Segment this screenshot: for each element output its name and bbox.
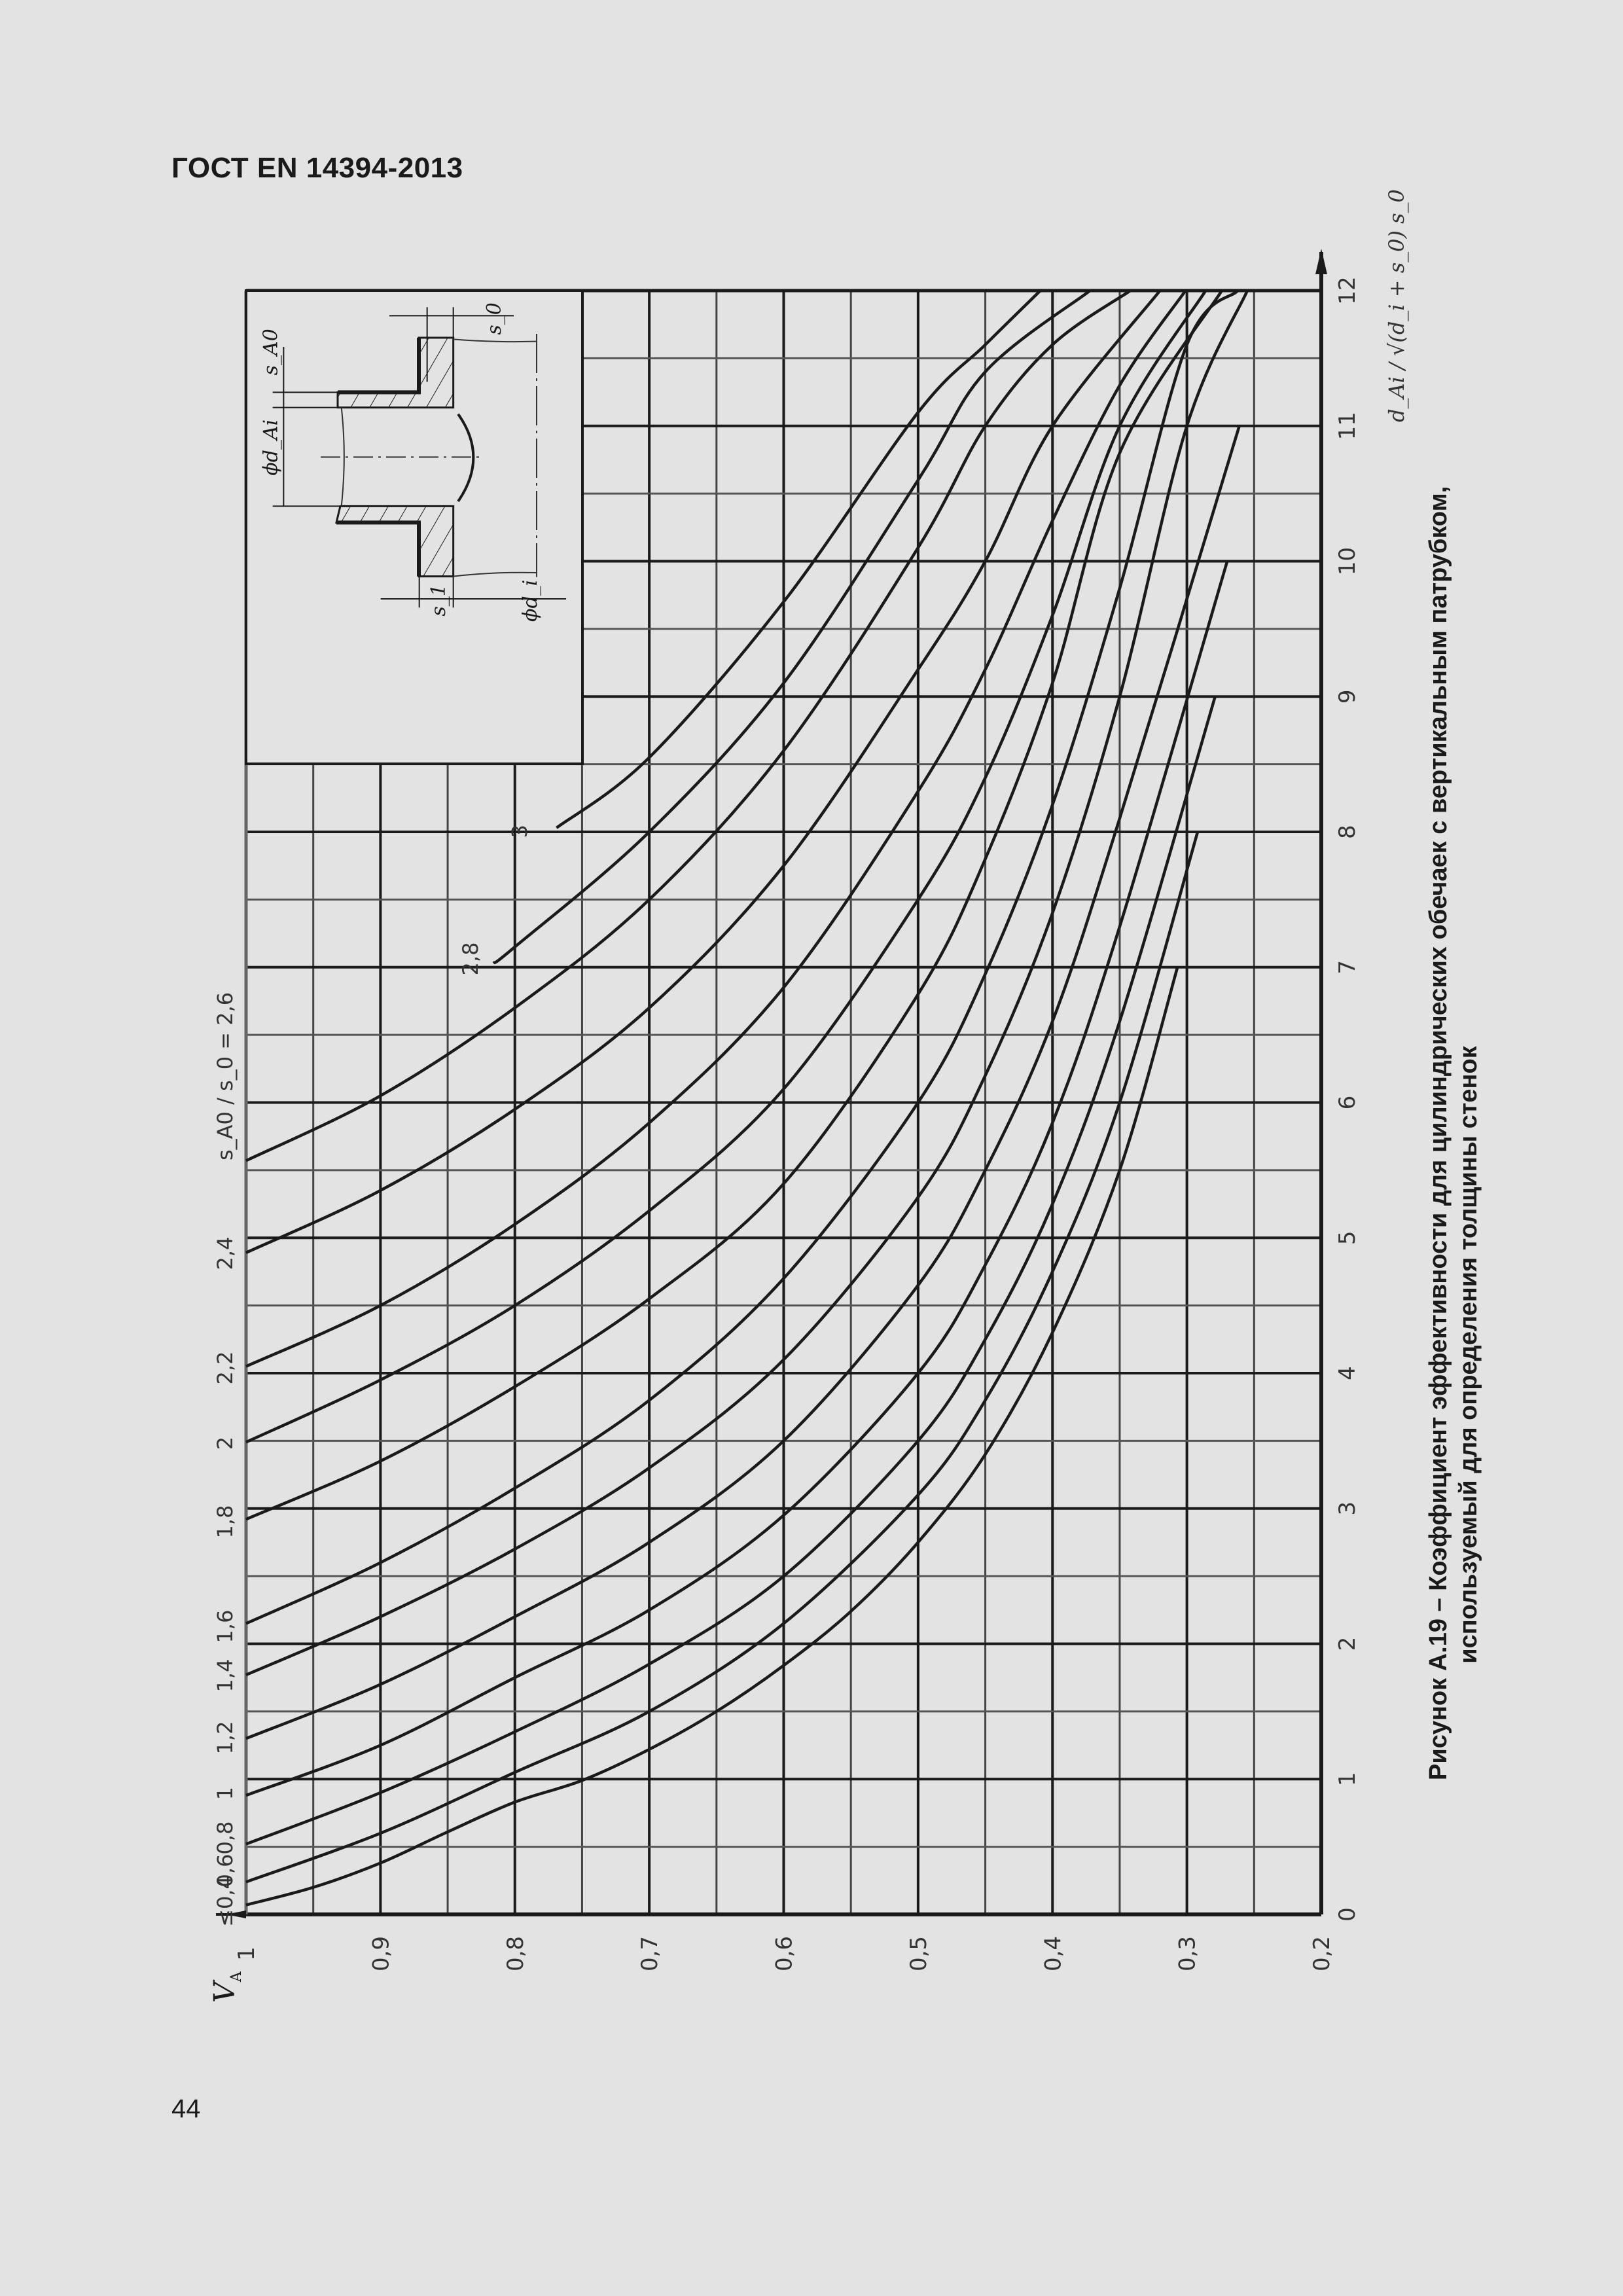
curve-label: 1,8 <box>213 1505 238 1539</box>
inset-label-dai: ϕd_Ai <box>259 420 282 476</box>
ratio-tick-label: 4 <box>1334 1366 1361 1380</box>
ratio-tick-label: 9 <box>1334 689 1361 704</box>
page-number: 44 <box>171 2094 201 2123</box>
ratio-tick-label: 0 <box>1334 1907 1361 1922</box>
curve-label: 0,6 <box>213 1854 238 1888</box>
curve-0 <box>245 967 1179 1907</box>
curve-8 <box>245 289 1207 1444</box>
y-axis-label: VA <box>208 1971 245 2003</box>
inset-label-s1: s_1 <box>427 584 450 616</box>
inset-frame <box>245 289 584 765</box>
curve-label: 1 <box>213 1787 238 1800</box>
v-tick-label: 0,7 <box>637 1936 663 1971</box>
curve-9 <box>245 289 1187 1368</box>
ratio-tick-label: 6 <box>1334 1096 1361 1110</box>
ratio-tick-label: 5 <box>1334 1230 1361 1245</box>
curve-1 <box>245 831 1200 1884</box>
v-tick-label: 0,3 <box>1175 1936 1201 1971</box>
ratio-tick-label: 2 <box>1334 1637 1361 1651</box>
curve-11 <box>245 289 1132 1162</box>
v-tick-label: 0,4 <box>1040 1936 1066 1971</box>
v-tick-label: 0,6 <box>772 1936 798 1971</box>
curve-label: 2,2 <box>213 1352 238 1385</box>
curve-label: ≤0,4 <box>213 1876 238 1927</box>
curve-label: 1,6 <box>213 1610 238 1643</box>
caption-line-2: используемый для определения толщины сте… <box>1455 1046 1482 1664</box>
curve-10 <box>245 289 1162 1255</box>
curve-4 <box>245 425 1241 1740</box>
ratio-tick-label: 8 <box>1334 825 1361 839</box>
curve-label-param: s_A0 / s_0 = 2,6 <box>213 992 238 1160</box>
curve-13 <box>556 289 1042 829</box>
ratio-tick-label: 12 <box>1334 276 1361 304</box>
v-tick-label: 0,5 <box>906 1936 932 1971</box>
v-tick-label: 0,9 <box>368 1936 394 1971</box>
document-header: ГОСТ EN 14394-2013 <box>171 152 463 184</box>
curve-label: 2,4 <box>213 1237 238 1270</box>
v-tick-label: 1 <box>234 1946 260 1961</box>
curve-2 <box>245 696 1217 1846</box>
v-tick-label: 0,2 <box>1309 1936 1335 1971</box>
inset-label-di: ϕd_i <box>519 580 542 622</box>
curve-label: 1,2 <box>213 1721 238 1755</box>
nozzle-inset-diagram: s_0 s_A0 ϕd_Ai s_1 ϕd_i <box>245 289 584 765</box>
curve-label: 2 <box>213 1437 238 1450</box>
ratio-tick-label: 7 <box>1334 960 1361 975</box>
curve-12 <box>492 289 1092 965</box>
ratio-tick-label: 3 <box>1334 1501 1361 1516</box>
chart-curves <box>245 289 1249 1907</box>
curve-7 <box>245 289 1223 1521</box>
curve-3 <box>245 560 1229 1797</box>
curve-label: 1,4 <box>213 1659 238 1693</box>
curve-label: 0,8 <box>213 1821 238 1855</box>
v-tick-label: 0,8 <box>503 1936 529 1971</box>
figure-caption: Рисунок А.19 – Коэффициент эффективности… <box>1423 486 1484 1780</box>
caption-line-1: Рисунок А.19 – Коэффициент эффективности… <box>1425 486 1452 1780</box>
chart-ticks: 1 0,9 0,8 0,7 0,6 0,5 0,4 0,3 0,2012345678910111… <box>213 276 1361 1971</box>
curve-label-3: 3 <box>507 825 532 838</box>
axis-arrow-icon <box>226 1910 246 1918</box>
axis-arrow-icon <box>1315 249 1327 274</box>
inset-label-sa0: s_A0 <box>259 329 282 375</box>
ratio-tick-label: 1 <box>1334 1772 1361 1786</box>
curve-5 <box>245 290 1249 1677</box>
ratio-tick-label: 10 <box>1334 547 1361 575</box>
inset-label-s0: s_0 <box>483 302 506 334</box>
curve-label-2-8: 2,8 <box>458 942 483 976</box>
x-axis-label: d_Ai / √(d_i + s_0) s_0 <box>1384 189 1409 422</box>
ratio-tick-label: 11 <box>1334 412 1361 440</box>
curve-6 <box>245 289 1240 1625</box>
